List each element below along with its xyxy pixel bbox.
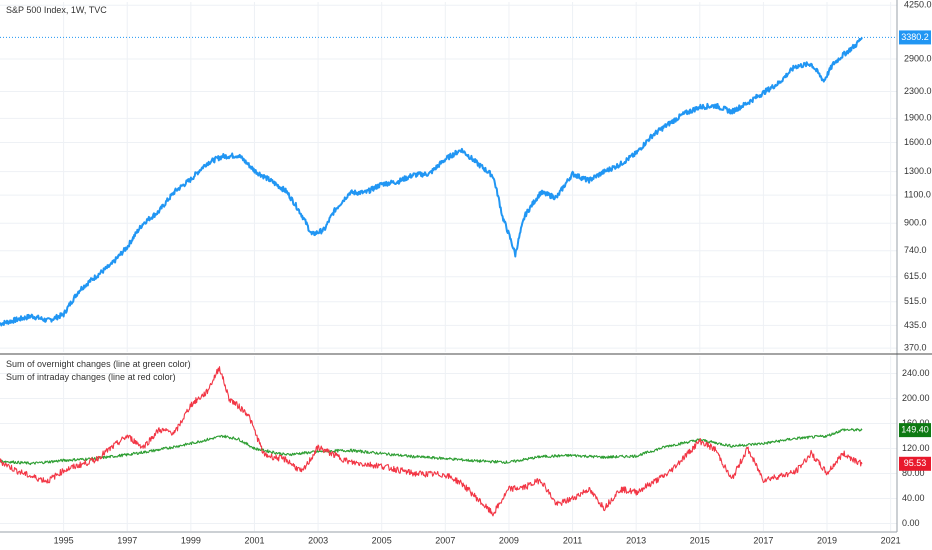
x-tick-label: 2017 xyxy=(753,535,773,545)
y-tick-label-indicator: 0.00 xyxy=(902,518,920,528)
y-tick-label-main: 615.0 xyxy=(904,271,927,281)
x-tick-label: 2009 xyxy=(499,535,519,545)
y-tick-label-indicator: 80.00 xyxy=(902,468,925,478)
y-tick-label-main: 900.0 xyxy=(904,218,927,228)
x-tick-label: 2011 xyxy=(563,535,582,545)
overnight-last-value-badge-text: 149.40 xyxy=(901,425,929,435)
price-last-value-badge: 3380.2 xyxy=(899,30,931,45)
x-tick-label: 2015 xyxy=(690,535,710,545)
y-tick-label-main: 1600.0 xyxy=(904,137,932,147)
y-tick-label-main: 2900.0 xyxy=(904,53,932,63)
intraday-sum-line[interactable] xyxy=(0,366,863,517)
y-tick-label-main: 740.0 xyxy=(904,245,927,255)
y-tick-label-main: 515.0 xyxy=(904,296,927,306)
intraday-last-value-badge-bg xyxy=(899,456,931,471)
y-tick-label-main: 4250.0 xyxy=(904,0,932,10)
y-tick-label-indicator: 240.00 xyxy=(902,368,930,378)
y-tick-label-indicator: 160.00 xyxy=(902,418,930,428)
grid-lines xyxy=(0,2,897,531)
x-tick-label: 2005 xyxy=(372,535,392,545)
price-last-value-badge-bg xyxy=(899,30,931,45)
sp500-price-line[interactable] xyxy=(0,37,863,327)
intraday-last-value-badge: 95.53 xyxy=(899,456,931,471)
y-tick-label-main: 2300.0 xyxy=(904,86,932,96)
x-tick-label: 2019 xyxy=(817,535,837,545)
overnight-sum-line[interactable] xyxy=(0,428,863,466)
y-tick-label-indicator: 40.00 xyxy=(902,493,925,503)
x-tick-label: 2013 xyxy=(626,535,646,545)
x-tick-label: 1995 xyxy=(54,535,74,545)
price-last-value-badge-text: 3380.2 xyxy=(901,32,929,42)
series-lines[interactable] xyxy=(0,37,863,517)
y-tick-label-indicator: 120.00 xyxy=(902,443,930,453)
axes xyxy=(0,0,932,533)
intraday-last-value-badge-text: 95.53 xyxy=(904,458,927,468)
y-tick-label-main: 1100.0 xyxy=(904,189,931,199)
x-tick-label: 2001 xyxy=(244,535,264,545)
y-tick-label-indicator: 200.00 xyxy=(902,393,930,403)
overnight-last-value-badge: 149.40 xyxy=(899,423,931,438)
y-tick-label-main: 435.0 xyxy=(904,320,927,330)
y-tick-label-main: 1300.0 xyxy=(904,166,932,176)
x-tick-label: 2021 xyxy=(881,535,901,545)
main-chart-title: S&P 500 Index, 1W, TVC xyxy=(6,5,107,15)
overnight-last-value-badge-bg xyxy=(899,423,931,438)
x-tick-label: 2007 xyxy=(435,535,455,545)
x-tick-label: 1999 xyxy=(181,535,201,545)
x-tick-label: 2003 xyxy=(308,535,328,545)
y-tick-label-main: 370.0 xyxy=(904,343,927,353)
indicator-legend-intraday: Sum of intraday changes (line at red col… xyxy=(6,372,176,382)
axis-labels: 1995 1997 1999 2001 2003 2005 2007 2009 2011 2013… xyxy=(54,0,932,545)
y-tick-label-main: 1900.0 xyxy=(904,113,932,123)
x-tick-label: 1997 xyxy=(117,535,137,545)
indicator-legend-overnight: Sum of overnight changes (line at green … xyxy=(6,359,191,369)
